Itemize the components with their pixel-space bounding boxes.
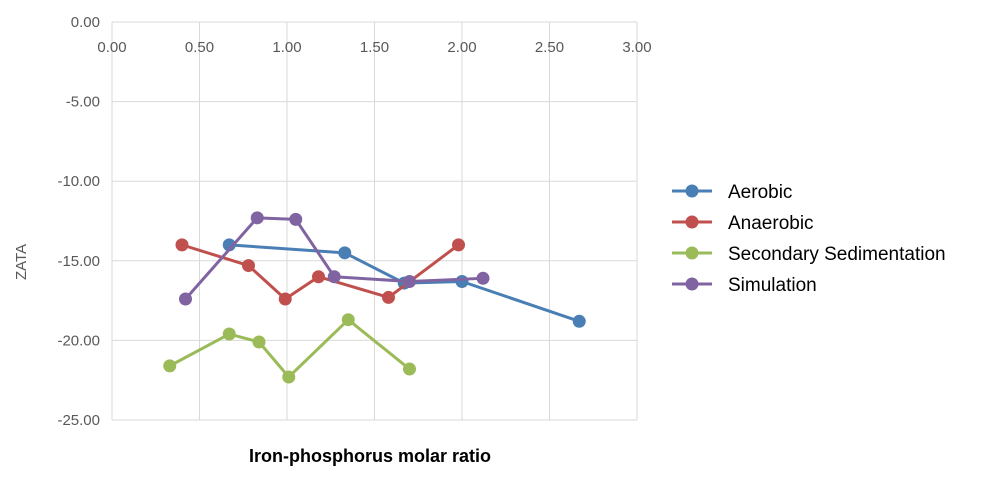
legend-marker-aerobic xyxy=(685,184,699,198)
data-point-anaerobic xyxy=(278,292,292,306)
x-tick-label: 1.00 xyxy=(272,39,301,56)
legend: Aerobic Anaerobic Secondary Sedimentation S… xyxy=(672,182,946,296)
data-point-simulation xyxy=(179,292,192,306)
data-point-anaerobic xyxy=(312,270,325,284)
x-tick-label: 1.50 xyxy=(360,39,389,56)
series-line-secondary-sedimentation xyxy=(169,318,411,379)
legend-label-simulation: Simulation xyxy=(728,275,817,296)
legend-label-aerobic: Aerobic xyxy=(728,182,792,203)
x-axis-title: Iron-phosphorus molar ratio xyxy=(249,446,491,466)
data-point-simulation xyxy=(327,270,341,284)
data-point-secondary-sedimentation xyxy=(341,313,355,327)
x-tick-label: 2.00 xyxy=(447,39,476,56)
data-point-secondary-sedimentation xyxy=(282,370,296,384)
data-point-secondary-sedimentation xyxy=(222,327,236,341)
y-tick-label: -20.00 xyxy=(57,332,100,349)
data-point-anaerobic xyxy=(175,238,189,252)
data-point-aerobic xyxy=(222,238,236,252)
y-tick-label: -10.00 xyxy=(57,173,100,190)
legend-marker-simulation xyxy=(685,277,699,291)
data-point-aerobic xyxy=(338,246,352,260)
data-point-secondary-sedimentation xyxy=(252,335,266,349)
series-line-simulation xyxy=(184,216,484,301)
data-point-aerobic xyxy=(455,274,469,288)
series-line-anaerobic xyxy=(181,243,460,301)
x-tick-label: 0.00 xyxy=(97,39,126,56)
data-point-secondary-sedimentation xyxy=(403,362,416,376)
data-point-simulation xyxy=(289,212,303,226)
legend-marker-anaerobic xyxy=(685,215,699,229)
y-axis-title: ZATA xyxy=(13,244,30,280)
data-point-secondary-sedimentation xyxy=(163,359,177,373)
x-tick-label: 2.50 xyxy=(535,39,564,56)
data-point-anaerobic xyxy=(452,238,465,252)
data-point-anaerobic xyxy=(242,259,255,273)
data-point-aerobic xyxy=(572,314,586,328)
y-tick-label: -25.00 xyxy=(57,412,100,429)
legend-marker-secondary-sedimentation xyxy=(685,246,699,260)
y-tick-label: 0.00 xyxy=(71,14,100,31)
data-point-anaerobic xyxy=(382,290,395,304)
y-tick-label: -5.00 xyxy=(66,94,100,111)
x-tick-label: 0.50 xyxy=(185,39,214,56)
y-tick-label: -15.00 xyxy=(57,253,100,270)
legend-label-anaerobic: Anaerobic xyxy=(728,213,814,234)
data-point-simulation xyxy=(476,271,490,285)
data-point-simulation xyxy=(403,274,416,288)
legend-label-secondary-sedimentation: Secondary Sedimentation xyxy=(728,244,946,265)
plot-area: 0.00 0.50 1.00 1.50 2.00 2.50 3.00 0.00 -5.00 -10… xyxy=(57,14,651,429)
x-tick-label: 3.00 xyxy=(622,39,651,56)
data-point-simulation xyxy=(250,211,264,225)
